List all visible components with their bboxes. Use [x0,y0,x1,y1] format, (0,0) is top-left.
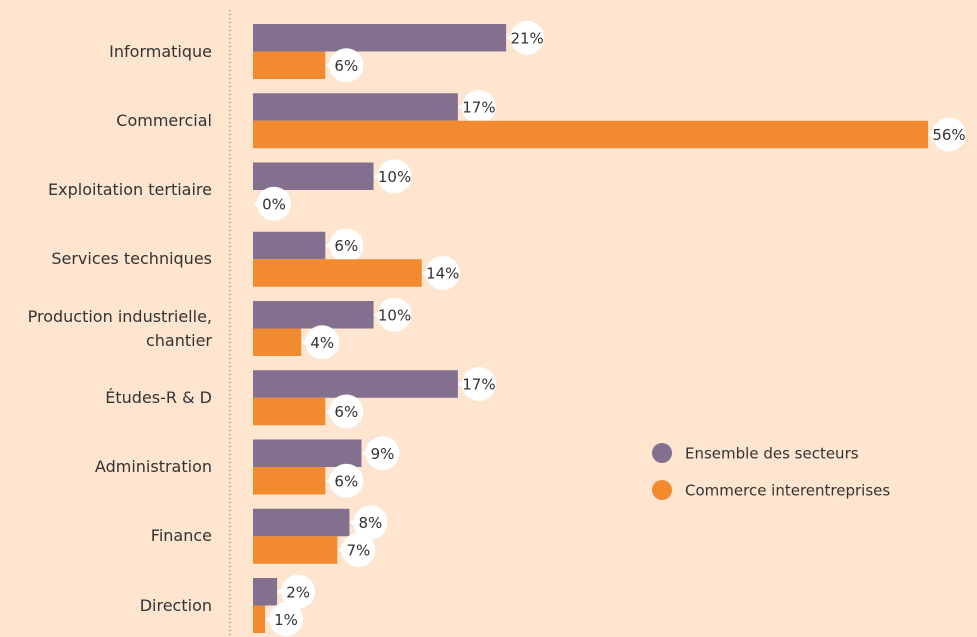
label-bubble [377,159,412,194]
value-label: 56% [932,126,965,144]
label-bubble [461,90,496,124]
bar [253,24,507,52]
legend-label: Ensemble des secteurs [685,445,859,463]
bar [253,578,278,606]
value-label: 14% [426,265,459,283]
label-bubble [365,436,400,471]
value-label: 21% [510,29,543,47]
bar [253,467,326,495]
legend-label: Commerce interentreprises [685,482,890,500]
value-label: 10% [378,306,411,324]
label-bubble [932,117,966,152]
value-label: 6% [334,237,358,255]
bar [253,301,374,329]
category-label: Services techniques [51,249,212,269]
label-bubble [281,574,316,609]
label-bubble [257,186,291,221]
value-label: 6% [334,57,358,75]
label-bubble [329,394,364,429]
label-bubble [329,228,364,263]
label-bubble [353,505,388,540]
value-label: 8% [359,514,383,532]
bar [253,120,928,149]
bar [253,259,422,287]
value-label: 17% [462,99,495,117]
label-bubble [329,48,364,83]
label-bubble [461,367,496,401]
label-bubble [269,602,304,637]
category-label: Finance [150,526,212,546]
category-label: Administration [94,457,212,476]
label-bubble [341,533,376,567]
bar [253,51,326,79]
label-bubble [425,256,460,290]
bar [253,439,362,467]
value-label: 7% [346,542,370,560]
bar [253,231,326,260]
bar [253,93,458,121]
category-label: Production industrielle, chantier [27,306,212,350]
value-label: 2% [286,583,310,601]
bar [253,397,326,426]
legend-swatch [652,443,672,463]
bar [253,162,374,190]
label-bubble [329,463,364,498]
legend-swatch [652,480,672,500]
category-label: Informatique [109,41,212,61]
value-label: 4% [310,334,334,352]
value-label: 0% [262,195,286,213]
category-label: Commercial [116,110,212,130]
category-label: Direction [139,595,212,615]
value-label: 10% [378,168,411,186]
category-label: Études-R & D [105,387,212,407]
bar [253,536,338,564]
value-label: 6% [334,403,358,421]
label-bubble [377,297,412,332]
value-label: 9% [371,445,395,463]
value-label: 1% [274,611,298,629]
bar [253,508,350,537]
category-label: Exploitation tertiaire [48,180,212,199]
bar [253,328,302,356]
label-bubble [510,20,545,55]
label-bubble [305,325,340,360]
bar [253,605,266,633]
bar [253,370,458,398]
value-label: 6% [334,472,358,490]
value-label: 17% [462,376,495,394]
